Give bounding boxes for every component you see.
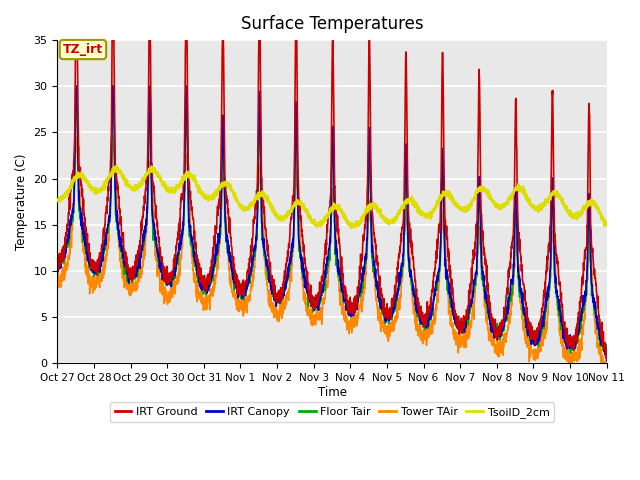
Line: IRT Ground: IRT Ground <box>58 40 607 359</box>
Line: IRT Canopy: IRT Canopy <box>58 86 607 360</box>
IRT Canopy <box>360 266 368 272</box>
Floor Tair <box>348 312 356 318</box>
IRT Canopy <box>603 357 611 363</box>
IRT Canopy <box>570 337 577 343</box>
IRT Ground <box>72 37 79 43</box>
Title: Surface Temperatures: Surface Temperatures <box>241 15 423 33</box>
IRT Canopy <box>54 267 61 273</box>
Floor Tair <box>570 342 578 348</box>
IRT Ground <box>492 330 500 336</box>
TsoilD_2cm <box>555 193 563 199</box>
Legend: IRT Ground, IRT Canopy, Floor Tair, Tower TAir, TsoilD_2cm: IRT Ground, IRT Canopy, Floor Tair, Towe… <box>110 402 554 422</box>
TsoilD_2cm <box>603 220 611 226</box>
Line: Tower TAir: Tower TAir <box>58 137 607 363</box>
IRT Ground <box>360 236 368 241</box>
TsoilD_2cm <box>570 215 578 221</box>
Tower TAir <box>603 360 611 366</box>
Floor Tair <box>207 275 214 281</box>
TsoilD_2cm <box>348 221 356 227</box>
Floor Tair <box>360 268 368 274</box>
Line: Floor Tair: Floor Tair <box>58 86 607 353</box>
IRT Canopy <box>348 310 356 315</box>
Line: TsoilD_2cm: TsoilD_2cm <box>58 167 607 228</box>
Y-axis label: Temperature (C): Temperature (C) <box>15 153 28 250</box>
IRT Canopy <box>207 270 214 276</box>
Floor Tair <box>492 332 500 337</box>
Floor Tair <box>554 305 562 311</box>
Text: TZ_irt: TZ_irt <box>63 43 103 56</box>
TsoilD_2cm <box>207 194 214 200</box>
Tower TAir <box>360 286 368 292</box>
Floor Tair <box>72 84 80 89</box>
IRT Ground <box>603 347 611 352</box>
Tower TAir <box>554 313 562 319</box>
IRT Canopy <box>72 84 80 89</box>
Tower TAir <box>54 276 61 281</box>
TsoilD_2cm <box>54 198 61 204</box>
X-axis label: Time: Time <box>317 385 346 398</box>
IRT Ground <box>207 271 214 276</box>
Tower TAir <box>348 324 356 330</box>
Floor Tair <box>54 261 61 266</box>
Tower TAir <box>565 360 573 366</box>
IRT Ground <box>570 333 577 339</box>
TsoilD_2cm <box>113 164 120 169</box>
Floor Tair <box>603 346 611 352</box>
Floor Tair <box>566 350 574 356</box>
TsoilD_2cm <box>348 225 355 231</box>
IRT Ground <box>54 269 61 275</box>
IRT Canopy <box>492 335 500 340</box>
Tower TAir <box>110 134 118 140</box>
TsoilD_2cm <box>492 202 500 208</box>
Tower TAir <box>207 292 214 298</box>
IRT Ground <box>348 308 356 314</box>
IRT Ground <box>602 356 610 361</box>
Tower TAir <box>492 344 500 349</box>
TsoilD_2cm <box>360 213 368 219</box>
IRT Ground <box>554 266 562 272</box>
IRT Canopy <box>554 298 562 304</box>
Tower TAir <box>570 354 578 360</box>
